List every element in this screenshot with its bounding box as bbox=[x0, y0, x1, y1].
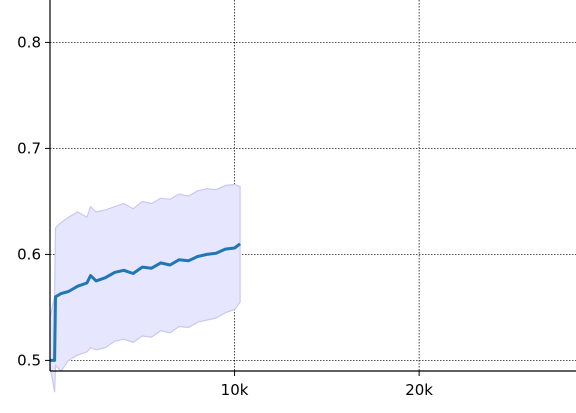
series-line bbox=[50, 242, 242, 362]
x-axis-ticks: 10k 20k bbox=[221, 371, 433, 399]
y-tick-label: 0.8 bbox=[17, 33, 41, 51]
y-tick-label: 0.5 bbox=[17, 351, 41, 369]
y-axis-ticks: 0.5 0.6 0.7 0.8 bbox=[17, 33, 50, 369]
y-tick-label: 0.7 bbox=[17, 139, 41, 157]
confidence-band bbox=[49, 183, 241, 393]
x-tick-label: 20k bbox=[405, 381, 433, 399]
x-tick-label: 10k bbox=[221, 381, 249, 399]
y-tick-label: 0.6 bbox=[17, 245, 41, 263]
